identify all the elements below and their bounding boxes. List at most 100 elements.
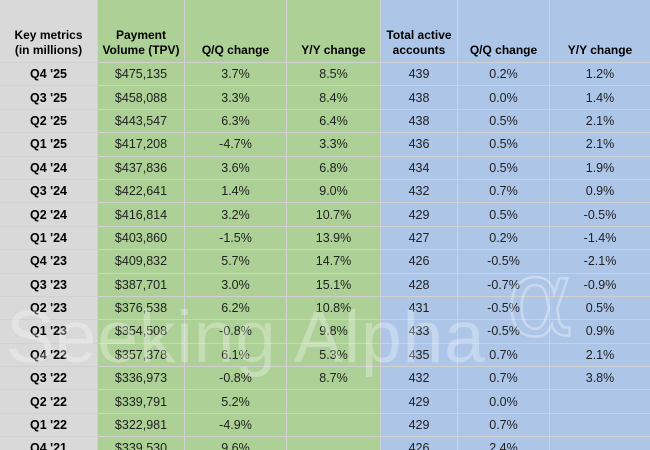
quarter-label: Q1 '23 [0, 320, 98, 344]
tpv-yy-change: 6.4% [287, 109, 381, 134]
accounts-yy-change [550, 437, 650, 450]
table-header-row: Key metrics (in millions) Payment Volume… [0, 0, 650, 63]
header-tpv-yy-change: Y/Y change [287, 0, 381, 63]
header-key-metrics-line2: (in millions) [14, 42, 83, 57]
tpv-qq-change: -0.8% [185, 367, 287, 391]
quarter-label: Q1 '25 [0, 133, 98, 157]
tpv-yy-change: 5.3% [287, 343, 381, 368]
accounts-yy-change [550, 390, 650, 414]
accounts-value: 427 [381, 226, 458, 251]
tpv-yy-change: 10.8% [287, 296, 381, 321]
tpv-qq-change: 3.7% [185, 63, 287, 87]
tpv-value: $357,378 [98, 343, 185, 368]
table-row: Q4 '23 $409,832 5.7% 14.7% 426 -0.5% -2.… [0, 250, 650, 274]
tpv-yy-change: 13.9% [287, 226, 381, 251]
accounts-yy-change: 2.1% [550, 133, 650, 157]
quarter-label: Q1 '22 [0, 413, 98, 438]
quarter-label: Q4 '21 [0, 437, 98, 450]
tpv-value: $416,814 [98, 203, 185, 227]
accounts-yy-change: 1.4% [550, 86, 650, 110]
tpv-qq-change: -4.7% [185, 133, 287, 157]
accounts-value: 429 [381, 413, 458, 438]
tpv-yy-change [287, 437, 381, 450]
tpv-yy-change [287, 413, 381, 438]
table-row: Q3 '25 $458,088 3.3% 8.4% 438 0.0% 1.4% [0, 86, 650, 110]
accounts-qq-change: 0.7% [458, 367, 550, 391]
accounts-value: 435 [381, 343, 458, 368]
accounts-qq-change: 0.5% [458, 203, 550, 227]
accounts-yy-change: -0.5% [550, 203, 650, 227]
tpv-value: $458,088 [98, 86, 185, 110]
table-row: Q4 '24 $437,836 3.6% 6.8% 434 0.5% 1.9% [0, 156, 650, 180]
header-accounts-yy-change: Y/Y change [550, 0, 650, 63]
table-row: Q2 '22 $339,791 5.2% 429 0.0% [0, 390, 650, 414]
accounts-qq-change: 0.5% [458, 156, 550, 180]
quarter-label: Q4 '22 [0, 343, 98, 368]
accounts-value: 432 [381, 367, 458, 391]
accounts-value: 431 [381, 296, 458, 321]
accounts-value: 428 [381, 273, 458, 297]
accounts-yy-change: 2.1% [550, 343, 650, 368]
tpv-value: $339,530 [98, 437, 185, 450]
accounts-yy-change: 0.9% [550, 320, 650, 344]
accounts-yy-change: -1.4% [550, 226, 650, 251]
accounts-yy-change: -2.1% [550, 250, 650, 274]
accounts-yy-change: 3.8% [550, 367, 650, 391]
tpv-yy-change: 8.7% [287, 367, 381, 391]
accounts-value: 439 [381, 63, 458, 87]
tpv-value: $376,538 [98, 296, 185, 321]
table-row: Q3 '23 $387,701 3.0% 15.1% 428 -0.7% -0.… [0, 273, 650, 297]
tpv-qq-change: 3.0% [185, 273, 287, 297]
header-accounts-qq-change: Q/Q change [458, 0, 550, 63]
quarter-label: Q4 '23 [0, 250, 98, 274]
quarter-label: Q3 '25 [0, 86, 98, 110]
header-key-metrics: Key metrics (in millions) [0, 0, 98, 63]
tpv-qq-change: 3.3% [185, 86, 287, 110]
tpv-qq-change: 5.2% [185, 390, 287, 414]
tpv-yy-change: 9.8% [287, 320, 381, 344]
table-row: Q1 '23 $354,508 -0.8% 9.8% 433 -0.5% 0.9… [0, 320, 650, 344]
table-row: Q4 '25 $475,135 3.7% 8.5% 439 0.2% 1.2% [0, 63, 650, 87]
table-row: Q2 '24 $416,814 3.2% 10.7% 429 0.5% -0.5… [0, 203, 650, 227]
tpv-yy-change: 3.3% [287, 133, 381, 157]
accounts-yy-change [550, 413, 650, 438]
tpv-value: $354,508 [98, 320, 185, 344]
tpv-value: $339,791 [98, 390, 185, 414]
tpv-qq-change: -1.5% [185, 226, 287, 251]
tpv-qq-change: -4.9% [185, 413, 287, 438]
table-row: Q3 '22 $336,973 -0.8% 8.7% 432 0.7% 3.8% [0, 367, 650, 391]
accounts-qq-change: 0.2% [458, 226, 550, 251]
tpv-value: $417,208 [98, 133, 185, 157]
accounts-qq-change: 0.0% [458, 86, 550, 110]
quarter-label: Q2 '24 [0, 203, 98, 227]
accounts-qq-change: 2.4% [458, 437, 550, 450]
tpv-value: $443,547 [98, 109, 185, 134]
tpv-yy-change [287, 390, 381, 414]
table-row: Q1 '22 $322,981 -4.9% 429 0.7% [0, 413, 650, 438]
header-tpv-qq-change: Q/Q change [185, 0, 287, 63]
accounts-qq-change: 0.7% [458, 343, 550, 368]
quarter-label: Q3 '24 [0, 179, 98, 204]
table-row: Q2 '23 $376,538 6.2% 10.8% 431 -0.5% 0.5… [0, 296, 650, 321]
accounts-value: 429 [381, 390, 458, 414]
quarter-label: Q2 '23 [0, 296, 98, 321]
accounts-yy-change: 1.9% [550, 156, 650, 180]
table-row: Q1 '24 $403,860 -1.5% 13.9% 427 0.2% -1.… [0, 226, 650, 251]
accounts-value: 426 [381, 250, 458, 274]
table-row: Q4 '21 $339,530 9.6% 426 2.4% [0, 437, 650, 450]
tpv-qq-change: 3.6% [185, 156, 287, 180]
table-row: Q4 '22 $357,378 6.1% 5.3% 435 0.7% 2.1% [0, 343, 650, 368]
header-payment-volume: Payment Volume (TPV) [98, 0, 185, 63]
accounts-qq-change: 0.7% [458, 179, 550, 204]
quarter-label: Q2 '22 [0, 390, 98, 414]
tpv-yy-change: 6.8% [287, 156, 381, 180]
tpv-value: $409,832 [98, 250, 185, 274]
accounts-qq-change: 0.5% [458, 133, 550, 157]
accounts-qq-change: 0.7% [458, 413, 550, 438]
accounts-value: 426 [381, 437, 458, 450]
tpv-yy-change: 8.5% [287, 63, 381, 87]
tpv-yy-change: 14.7% [287, 250, 381, 274]
tpv-yy-change: 9.0% [287, 179, 381, 204]
accounts-yy-change: 0.5% [550, 296, 650, 321]
